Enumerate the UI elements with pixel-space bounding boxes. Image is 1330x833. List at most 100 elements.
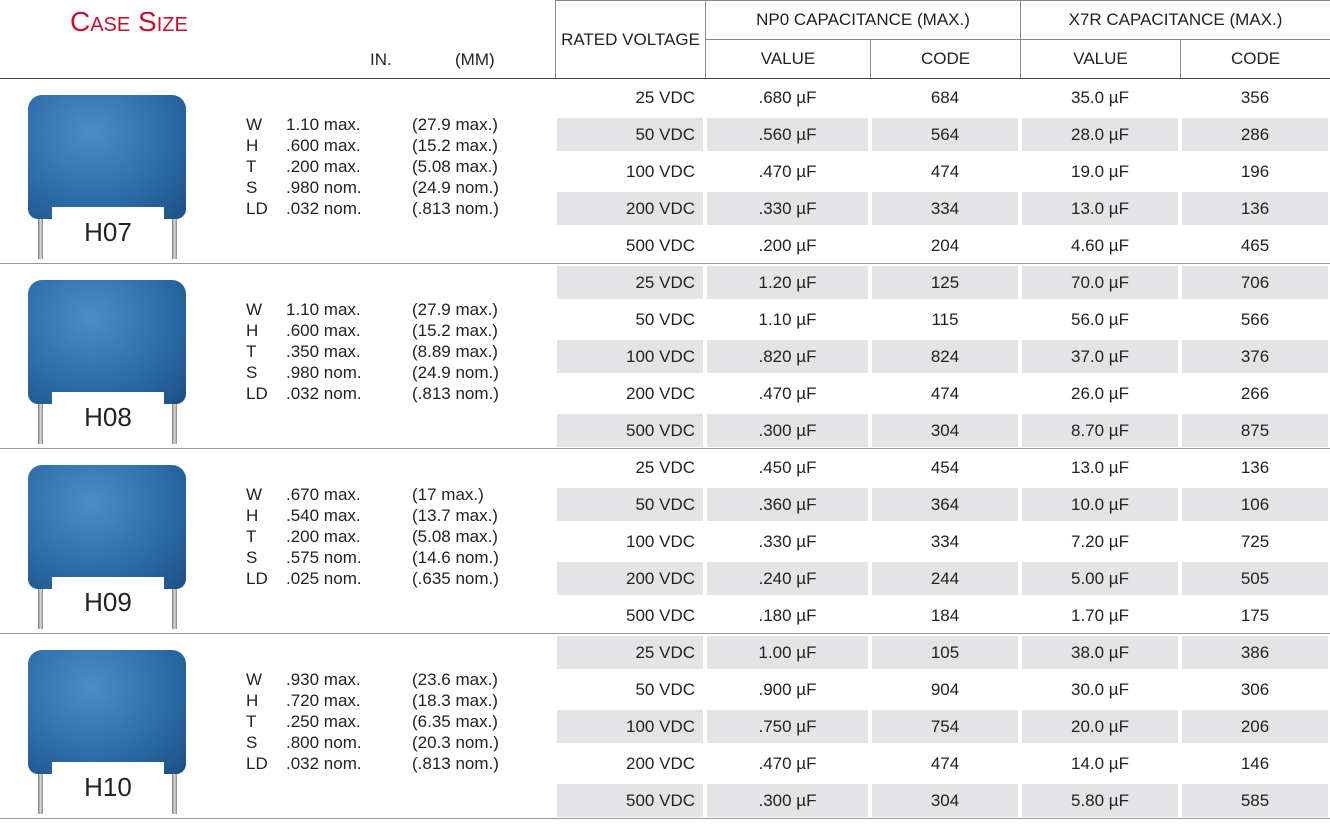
value-cell: 106 [1180, 486, 1330, 523]
dim-in: .032 nom. [286, 199, 362, 218]
voltage-cell: 25 VDC [555, 634, 705, 671]
value-cell: 474 [870, 745, 1020, 782]
value-cell: 454 [870, 449, 1020, 486]
x7r-header: X7R CAPACITANCE (MAX.) [1020, 0, 1330, 40]
dim-in: .575 nom. [286, 548, 362, 567]
title: Case Size [70, 6, 188, 37]
lead [172, 209, 177, 259]
dim-in: .200 max. [286, 157, 361, 176]
value-cell: .240 µF [705, 560, 870, 597]
dim-mm: (15.2 max.) [412, 321, 498, 340]
dim-letter: W [246, 300, 263, 319]
np0-code-header: CODE [870, 40, 1020, 78]
dim-letter: W [246, 485, 263, 504]
dim-in: .025 nom. [286, 569, 362, 588]
voltage-cell: 100 VDC [555, 523, 705, 560]
dim-in: .800 nom. [286, 733, 362, 752]
capacitor-body [28, 95, 186, 219]
value-cell: 37.0 µF [1020, 338, 1180, 375]
voltage-cell: 200 VDC [555, 190, 705, 227]
value-cell: 1.70 µF [1020, 597, 1180, 634]
value-cell: .750 µF [705, 708, 870, 745]
dim-mm: (14.6 nom.) [412, 548, 499, 567]
value-cell: 266 [1180, 375, 1330, 412]
voltage-cell: 200 VDC [555, 560, 705, 597]
value-cell: 206 [1180, 708, 1330, 745]
dim-in: .600 max. [286, 321, 361, 340]
value-cell: 904 [870, 671, 1020, 708]
dim-letter: T [246, 342, 257, 361]
value-cell: 875 [1180, 412, 1330, 449]
x7r-code-header: CODE [1180, 40, 1330, 78]
value-cell: 386 [1180, 634, 1330, 671]
value-cell: 19.0 µF [1020, 153, 1180, 190]
value-cell: 35.0 µF [1020, 79, 1180, 116]
case-label: H07 [52, 207, 164, 257]
value-cell: .300 µF [705, 782, 870, 819]
value-cell: 175 [1180, 597, 1330, 634]
capacitor-body [28, 280, 186, 404]
voltage-cell: 500 VDC [555, 412, 705, 449]
dim-in: .720 max. [286, 691, 361, 710]
dim-letter: W [246, 670, 263, 689]
value-cell: 474 [870, 153, 1020, 190]
value-cell: 196 [1180, 153, 1330, 190]
value-cell: 754 [870, 708, 1020, 745]
dim-mm: (17 max.) [412, 485, 484, 504]
value-cell: .900 µF [705, 671, 870, 708]
lead [38, 579, 43, 629]
dim-letter: LD [246, 754, 268, 773]
value-cell: 304 [870, 412, 1020, 449]
value-cell: 306 [1180, 671, 1330, 708]
voltage-cell: 500 VDC [555, 227, 705, 264]
rated-voltage-header: RATED VOLTAGE [555, 0, 705, 78]
dim-in: 1.10 max. [286, 115, 361, 134]
voltage-cell: 100 VDC [555, 153, 705, 190]
dim-letter: LD [246, 384, 268, 403]
voltage-cell: 200 VDC [555, 745, 705, 782]
value-cell: 30.0 µF [1020, 671, 1180, 708]
dim-mm: (6.35 max.) [412, 712, 498, 731]
dim-letter: LD [246, 199, 268, 218]
dim-mm: (8.89 max.) [412, 342, 498, 361]
lead [38, 209, 43, 259]
group-rule [0, 633, 1330, 634]
value-cell: .820 µF [705, 338, 870, 375]
value-cell: 1.00 µF [705, 634, 870, 671]
dim-mm: (27.9 max.) [412, 115, 498, 134]
voltage-cell: 500 VDC [555, 782, 705, 819]
voltage-cell: 25 VDC [555, 449, 705, 486]
dim-mm: (15.2 max.) [412, 136, 498, 155]
voltage-cell: 200 VDC [555, 375, 705, 412]
value-cell: 505 [1180, 560, 1330, 597]
dim-mm: (18.3 max.) [412, 691, 498, 710]
voltage-cell: 50 VDC [555, 116, 705, 153]
value-cell: 8.70 µF [1020, 412, 1180, 449]
dim-mm: (13.7 max.) [412, 506, 498, 525]
dim-in: .032 nom. [286, 384, 362, 403]
dim-letter: H [246, 506, 259, 525]
dim-mm: (.813 nom.) [412, 384, 499, 403]
value-cell: 115 [870, 301, 1020, 338]
voltage-cell: 25 VDC [555, 79, 705, 116]
group-rule [0, 263, 1330, 264]
dim-letter: T [246, 527, 257, 546]
dim-letter: T [246, 712, 257, 731]
value-cell: 5.80 µF [1020, 782, 1180, 819]
voltage-cell: 25 VDC [555, 264, 705, 301]
dim-letter: S [246, 548, 258, 567]
dim-letter: LD [246, 569, 268, 588]
value-cell: .680 µF [705, 79, 870, 116]
value-cell: .470 µF [705, 153, 870, 190]
value-cell: .300 µF [705, 412, 870, 449]
dim-in: 1.10 max. [286, 300, 361, 319]
value-cell: 10.0 µF [1020, 486, 1180, 523]
value-cell: 376 [1180, 338, 1330, 375]
value-cell: 824 [870, 338, 1020, 375]
value-cell: 566 [1180, 301, 1330, 338]
value-cell: 70.0 µF [1020, 264, 1180, 301]
dim-mm: (23.6 max.) [412, 670, 498, 689]
value-cell: 334 [870, 523, 1020, 560]
dim-in: .200 max. [286, 527, 361, 546]
